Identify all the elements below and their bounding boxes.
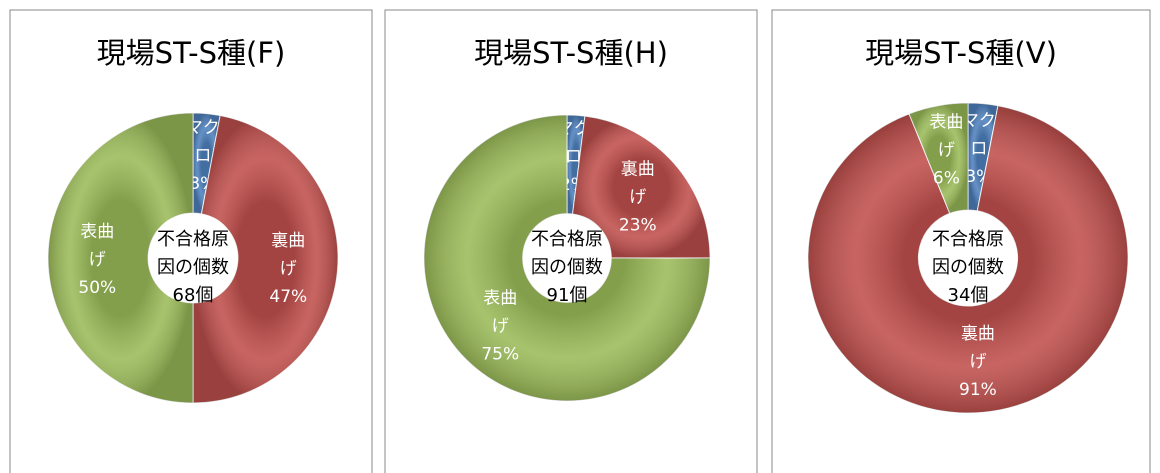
center-label: 不合格原因の個数 34個	[932, 229, 1004, 306]
chart-title: 現場ST-S種(V)	[865, 36, 1057, 70]
slice-value-label: 91%	[959, 380, 997, 400]
chart-title: 現場ST-S種(H)	[474, 36, 668, 70]
slice-value-label: 50%	[78, 278, 116, 298]
center-label: 不合格原因の個数 91個	[531, 229, 603, 306]
slice-value-label: 23%	[619, 216, 657, 236]
slice-category-label: 裏曲げ	[271, 230, 305, 279]
center-label: 不合格原因の個数 68個	[157, 229, 229, 306]
slice-category-label: 裏曲げ	[961, 323, 995, 372]
slice-value-label: 47%	[269, 287, 307, 307]
slice-value-label: 6%	[933, 168, 960, 188]
chart-title: 現場ST-S種(F)	[97, 36, 286, 70]
slice-category-label: 表曲げ	[483, 289, 517, 337]
slice-value-label: 75%	[481, 345, 519, 365]
slice-category-label: 表曲げ	[80, 222, 114, 270]
slice-category-label: 表曲げ	[929, 112, 963, 160]
